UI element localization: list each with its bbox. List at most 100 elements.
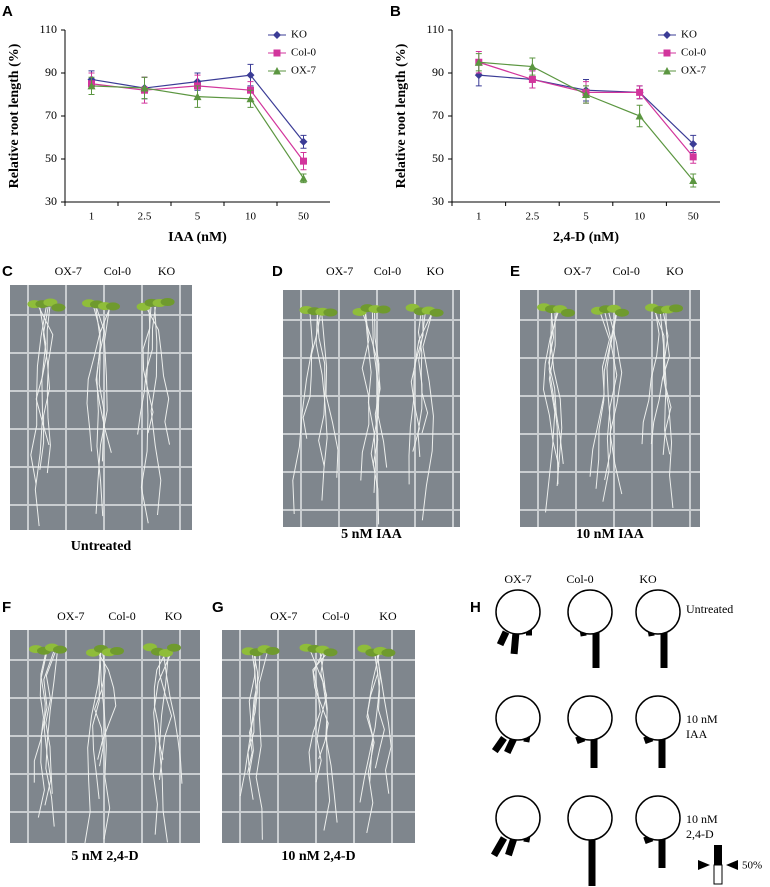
root-bar — [505, 836, 518, 857]
leaf — [376, 305, 391, 314]
column-label: KO — [165, 609, 183, 623]
leaf — [265, 646, 280, 655]
x-tick-label: 10 — [634, 211, 646, 223]
marker — [528, 75, 536, 83]
x-axis-label: 2,4-D (nM) — [553, 230, 619, 245]
marker — [300, 157, 307, 165]
column-label: OX-7 — [57, 609, 84, 623]
y-axis-label: Relative root length (%) — [7, 43, 22, 188]
scale-arrow — [726, 860, 738, 870]
marker — [635, 112, 644, 120]
panel-label: A — [2, 3, 13, 20]
x-axis-label: IAA (nM) — [168, 230, 227, 245]
x-tick-label: 50 — [688, 211, 700, 223]
root — [366, 651, 381, 834]
root — [33, 651, 47, 783]
legend-label: Col-0 — [681, 47, 707, 59]
marker — [689, 153, 697, 161]
x-tick-label: 1 — [476, 211, 482, 223]
root — [98, 306, 111, 462]
seedling-circle — [567, 589, 613, 635]
marker — [689, 139, 698, 148]
seedling-circle — [567, 795, 613, 841]
seedling-circle — [495, 795, 541, 841]
root — [150, 306, 162, 516]
root — [38, 306, 54, 474]
leaf — [43, 298, 58, 307]
legend-label: KO — [291, 29, 307, 41]
leaf — [615, 308, 629, 317]
root — [604, 311, 612, 481]
caption: 5 nM IAA — [341, 527, 403, 542]
panel-label: D — [272, 263, 283, 280]
root — [92, 651, 101, 799]
root — [158, 651, 170, 843]
leaf — [159, 648, 173, 657]
scale-arrow — [698, 860, 710, 870]
leaf — [669, 304, 683, 313]
caption: 5 nM 2,4-D — [71, 849, 138, 864]
root — [548, 311, 559, 485]
leaf — [106, 302, 120, 311]
leaf — [323, 648, 338, 657]
y-tick-label: 30 — [432, 194, 444, 208]
column-label: OX-7 — [270, 609, 297, 623]
root — [248, 651, 257, 800]
column-label: OX-7 — [55, 264, 82, 278]
legend-marker — [663, 31, 671, 39]
root — [145, 306, 171, 445]
root — [255, 651, 268, 840]
y-tick-label: 70 — [432, 108, 444, 122]
column-label: OX-7 — [564, 264, 591, 278]
seedling-circle — [635, 795, 681, 841]
root — [162, 651, 183, 784]
y-tick-label: 110 — [39, 22, 57, 36]
column-label: Col-0 — [374, 264, 401, 278]
leaf — [323, 308, 338, 317]
leaf — [381, 648, 396, 657]
leaf — [160, 298, 175, 307]
root — [312, 651, 329, 760]
column-label: Col-0 — [104, 264, 131, 278]
root — [362, 311, 381, 466]
root-bar — [510, 631, 520, 655]
root — [417, 311, 426, 457]
marker — [636, 88, 644, 96]
marker — [474, 58, 483, 66]
seedling-circle — [495, 589, 541, 635]
root — [374, 651, 385, 769]
root — [95, 306, 112, 453]
photo — [520, 290, 700, 527]
root — [608, 311, 623, 495]
y-axis-label: Relative root length (%) — [394, 43, 409, 188]
root — [417, 311, 429, 434]
root — [137, 306, 156, 435]
root — [545, 311, 556, 513]
root — [158, 651, 173, 780]
photo — [10, 630, 200, 844]
photo — [222, 630, 415, 843]
legend-marker — [273, 49, 281, 57]
root — [39, 306, 51, 470]
root — [97, 651, 117, 760]
column-label: KO — [427, 264, 445, 278]
x-tick-label: 5 — [583, 211, 589, 223]
panel-label: F — [2, 599, 11, 616]
x-tick-label: 1 — [89, 211, 95, 223]
root — [99, 651, 111, 840]
root-bar — [504, 736, 518, 754]
x-tick-label: 2.5 — [526, 211, 540, 223]
root — [602, 311, 618, 502]
root — [316, 311, 326, 467]
root — [310, 651, 331, 831]
y-tick-label: 90 — [45, 65, 57, 79]
root — [45, 651, 58, 827]
root — [374, 311, 388, 468]
root-bar — [660, 632, 668, 668]
x-tick-label: 10 — [245, 211, 257, 223]
legend-label: Col-0 — [291, 47, 317, 59]
column-label: Col-0 — [322, 609, 349, 623]
root — [142, 306, 154, 434]
plate — [283, 290, 460, 527]
root — [589, 311, 610, 477]
